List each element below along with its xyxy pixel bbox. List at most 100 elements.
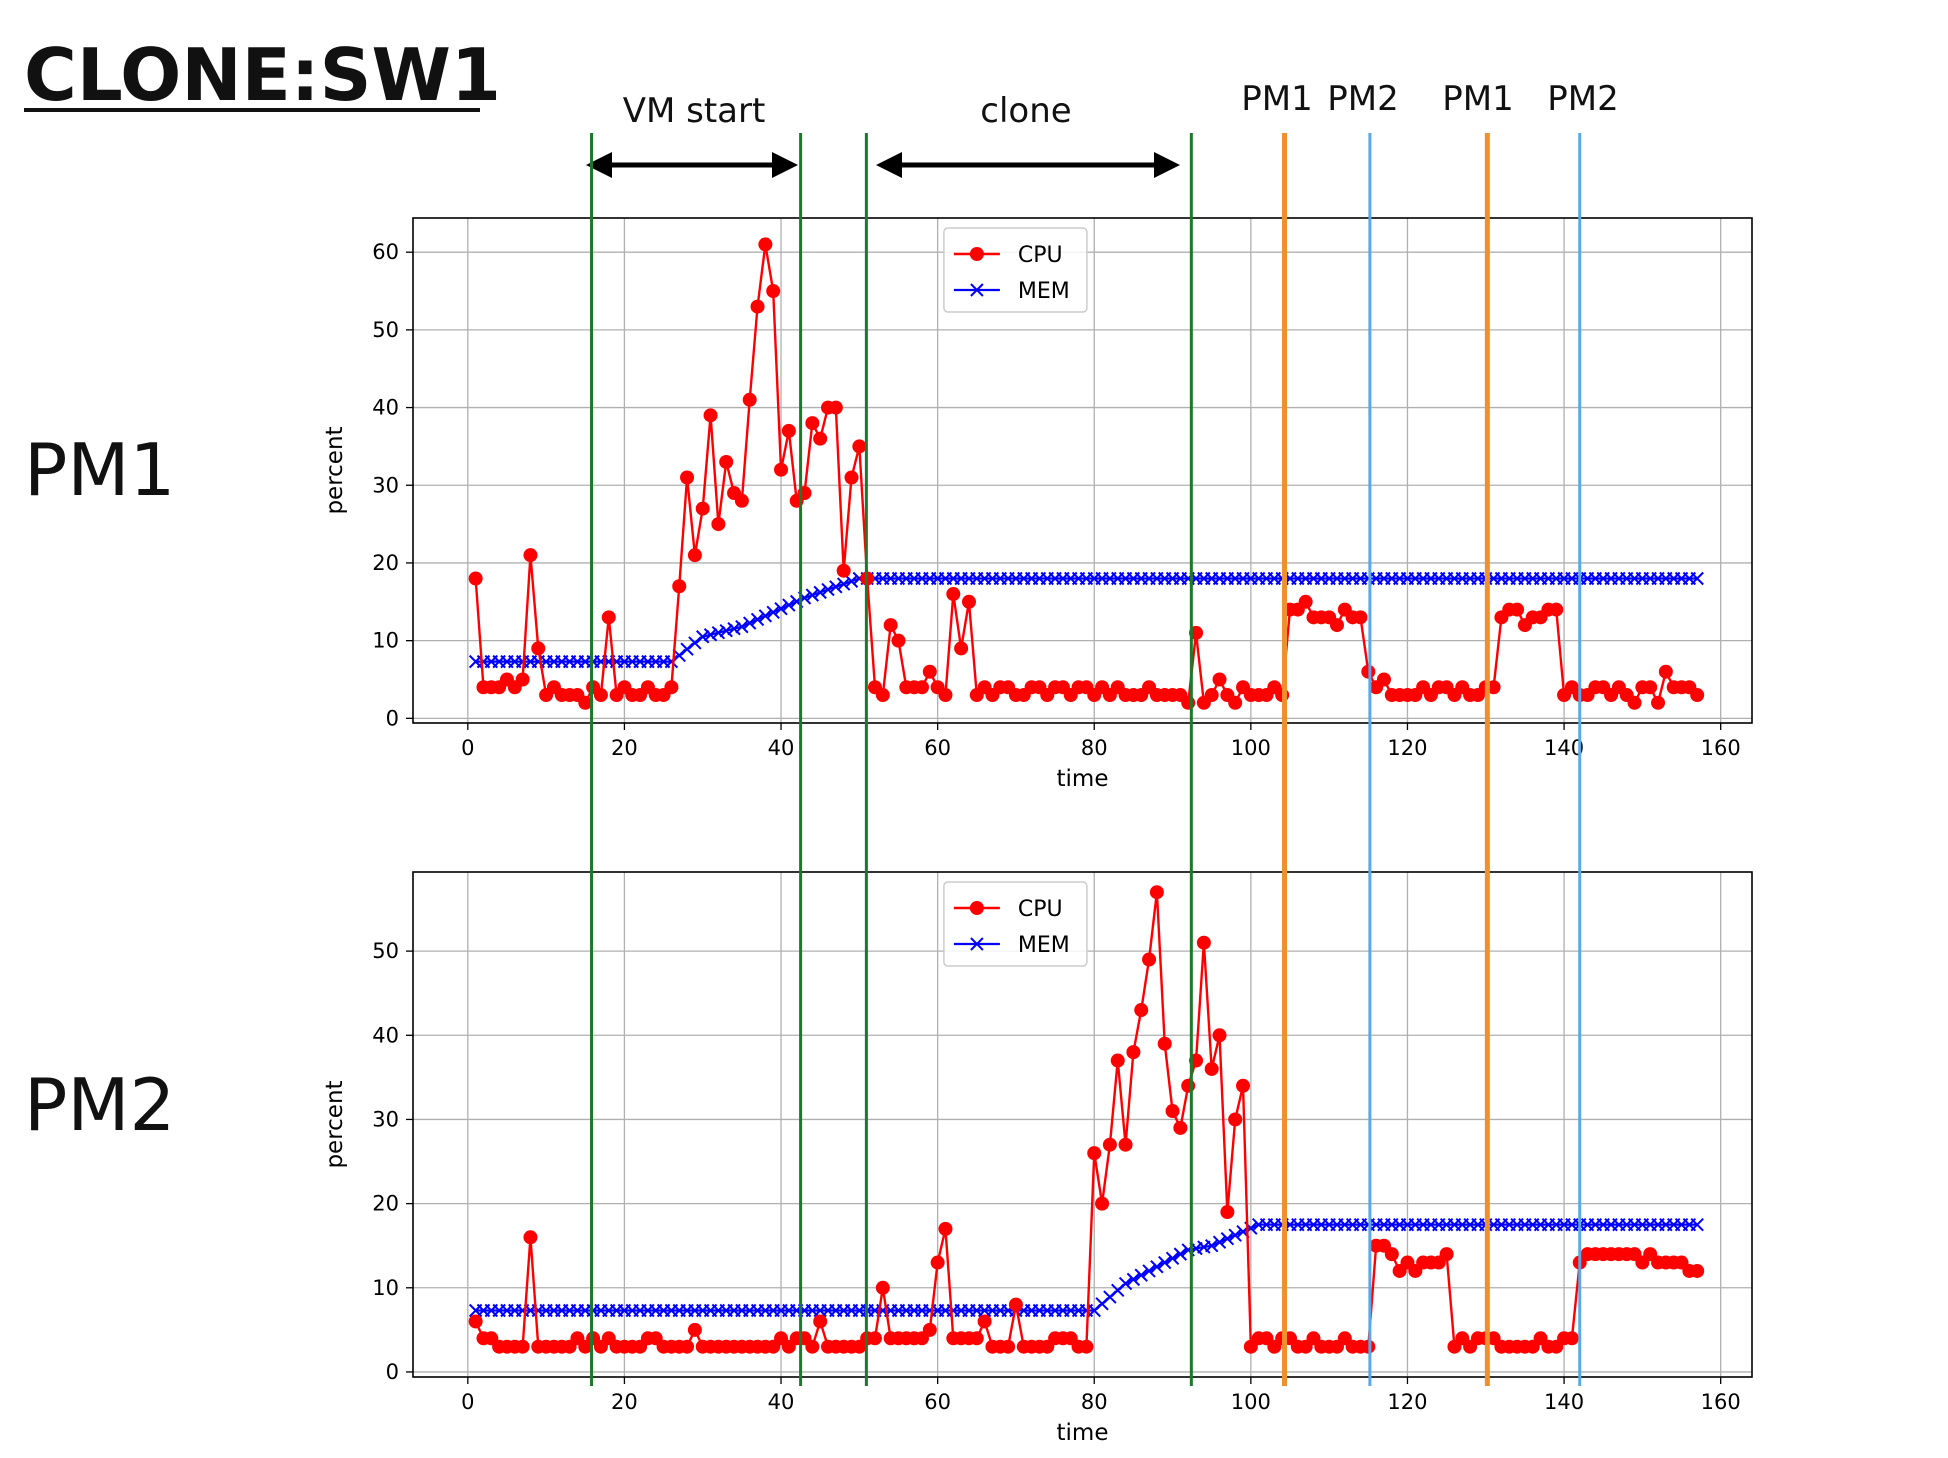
cpu-point [1690,1263,1705,1278]
cpu-point [1228,1112,1243,1127]
cpu-point [680,1339,695,1354]
mem-point [813,585,827,600]
plot-frame [412,871,1753,1378]
row-label-pm1: PM1 [24,428,175,512]
mem-point [1204,1238,1219,1253]
x-tick-label: 120 [1387,1390,1427,1414]
mem-point [1228,1228,1242,1242]
cpu-point [805,1339,820,1354]
cpu-point [672,579,687,594]
cpu-point [523,1230,538,1245]
cpu-point [781,423,796,438]
y-tick-label: 10 [372,629,399,653]
mem-series-line [475,577,1698,663]
cpu-point [1173,1120,1188,1135]
x-tick-label: 160 [1701,736,1741,760]
mem-point [782,598,796,612]
cpu-point [1353,610,1368,625]
cpu-point [1204,688,1219,703]
mem-point [1158,1255,1172,1270]
cpu-point [719,454,734,469]
legend-mem-label: MEM [1018,279,1070,304]
x-tick-label: 40 [768,736,795,760]
mem-point [1150,1260,1164,1274]
mem-point [1220,1231,1235,1246]
cpu-point [1102,1137,1117,1152]
y-tick-label: 10 [372,1276,399,1300]
cpu-point [734,493,749,508]
mem-point [1690,1217,1704,1232]
cpu-point [578,695,593,710]
x-tick-label: 80 [1081,736,1108,760]
cpu-point [1376,672,1391,687]
x-tick-label: 20 [611,1390,638,1414]
x-tick-label: 100 [1231,1390,1271,1414]
cpu-point [703,408,718,423]
cpu-point [1658,664,1673,679]
cpu-point [891,633,906,648]
legend-cpu-label: CPU [1018,243,1063,268]
clone-label: clone [980,91,1071,131]
mem-point [688,636,702,650]
y-tick-label: 40 [372,396,399,420]
cpu-point [1095,1196,1110,1211]
cpu-point [1001,1339,1016,1354]
mem-point [1165,1251,1180,1266]
y-tick-label: 0 [386,706,399,730]
mem-point [735,619,749,634]
cpu-point [750,299,765,314]
cpu-point [1361,1339,1376,1354]
page-title: CLONE:SW1 [24,33,501,117]
mem-point [680,642,694,656]
mem-point [703,628,718,642]
cpu-series-line [474,244,1699,707]
x-tick-label: 0 [461,736,474,760]
cpu-point [852,439,867,454]
mem-point [727,621,741,636]
cpu-point [1212,672,1227,687]
x-tick-label: 140 [1544,1390,1584,1414]
cpu-point [742,392,757,407]
cpu-point [938,1221,953,1236]
cpu-point [1142,952,1157,967]
cpu-point [593,688,608,703]
cpu-point [1690,688,1705,703]
legend-cpu-marker [969,901,984,915]
x-tick-label: 140 [1544,736,1584,760]
y-tick-label: 30 [372,1107,399,1131]
vm-start-label: VM start [623,91,766,131]
migration-label-1: PM1 [1241,79,1312,119]
cpu-point [946,587,961,602]
y-tick-label: 0 [386,1360,399,1384]
y-axis-label: percent [322,426,348,514]
mem-point [743,616,757,630]
mem-point [1690,571,1704,586]
cpu-point [969,1331,984,1346]
cpu-point [774,462,789,477]
cpu-point [1149,885,1164,900]
y-tick-label: 20 [372,551,399,575]
cpu-point [695,501,710,516]
plot-frame [412,217,1753,724]
mem-point [829,580,843,594]
cpu-point [515,672,530,687]
mem-point [719,623,733,638]
cpu-point [758,237,773,252]
mem-point [766,605,780,619]
chart-pm2: 0 20 40 60 80 100 120 140 160 0 10 20 30 40 50 time perc… [322,871,1753,1446]
mem-point [821,582,835,597]
cpu-point [1118,1137,1133,1152]
y-tick-label: 50 [372,318,399,342]
y-tick-label: 60 [372,240,399,264]
cpu-point [515,1339,530,1354]
cpu-point [468,571,483,586]
cpu-point [1643,680,1658,695]
x-axis-label: time [1057,1420,1109,1446]
legend: CPU MEM [943,881,1088,967]
cpu-point [687,1322,702,1337]
y-tick-label: 40 [372,1023,399,1047]
cpu-point [601,610,616,625]
mem-point [1212,1235,1227,1249]
mem-point [1173,1247,1188,1261]
cpu-point [523,548,538,563]
